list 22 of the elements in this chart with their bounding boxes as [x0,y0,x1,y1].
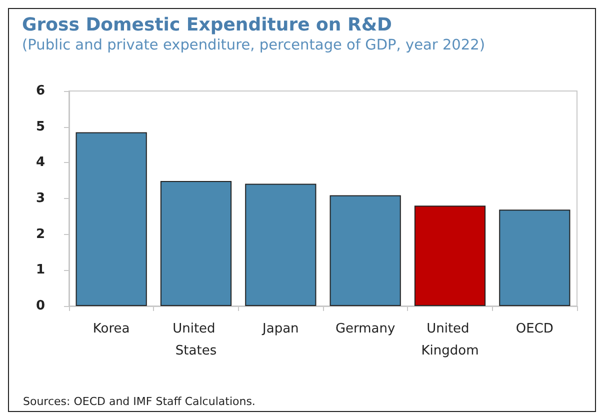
bar [76,132,147,306]
x-tick-label: Germany [335,322,396,336]
y-tick-label: 4 [36,155,45,170]
y-tick-label: 5 [36,119,45,134]
y-tick-label: 2 [36,226,45,242]
x-tick-label: United States [172,322,220,358]
y-tick-label: 3 [36,191,45,206]
x-tick-label: OECD [516,322,554,336]
x-tick-label: Korea [92,322,130,336]
y-tick-label: 1 [36,262,45,278]
source-note: Sources: OECD and IMF Staff Calculations. [23,395,256,408]
bar [160,180,232,306]
bar [330,195,401,306]
chart-subtitle: (Public and private expenditure, percentage of GDP, year 2022) [22,38,486,54]
chart-title: Gross Domestic Expenditure on R&D [22,14,392,36]
bar [245,184,316,306]
x-tick-label: United Kingdom [421,322,479,358]
bar [499,210,570,306]
y-tick-label: 0 [36,298,45,314]
y-tick-label: 6 [36,84,45,98]
bar [414,206,486,306]
x-tick-label: Japan [262,322,299,336]
